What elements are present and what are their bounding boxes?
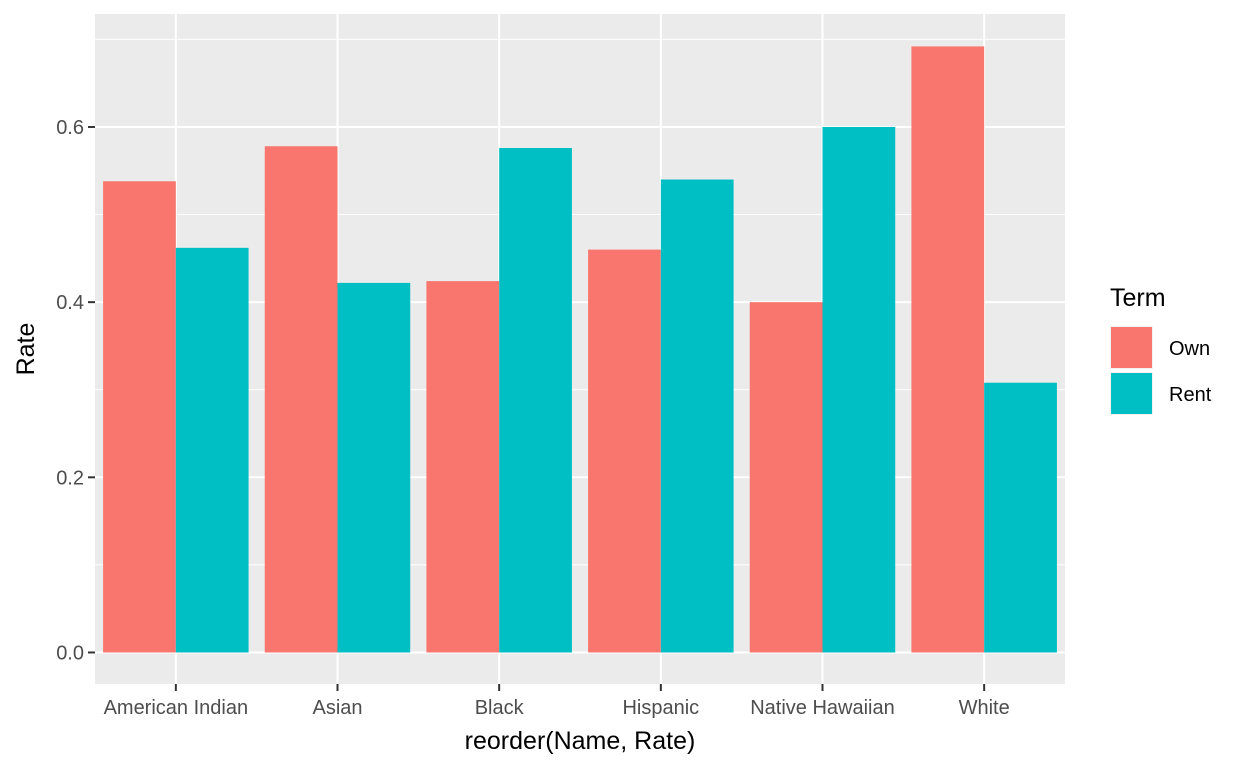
x-tick-label: Hispanic (622, 697, 699, 719)
legend-title: Term (1110, 284, 1166, 312)
y-axis-title: Rate (12, 323, 40, 376)
x-tick-label: Native Hawaiian (750, 697, 895, 719)
bars (103, 46, 1057, 653)
legend-label-own: Own (1169, 338, 1210, 360)
x-tick-label: Black (475, 697, 525, 719)
minor-gridlines (95, 38, 1065, 566)
y-tick-label: 0.0 (56, 642, 84, 664)
legend: Term Own Rent (1110, 284, 1212, 415)
x-axis: American Indian Asian Black Hispanic Native … (104, 684, 1010, 719)
plot-panel (95, 14, 1065, 684)
bar-own (264, 146, 338, 653)
bar-own (426, 281, 500, 653)
bar-rent (984, 382, 1057, 653)
x-tick-label: American Indian (104, 697, 249, 719)
bar-rent (660, 179, 734, 653)
bar-rent (337, 282, 411, 653)
y-axis: 0.0 0.2 0.4 0.6 (56, 117, 95, 664)
x-axis-title: reorder(Name, Rate) (465, 727, 696, 755)
bar-rent (499, 148, 572, 653)
bar-own (588, 249, 661, 653)
bar-own (103, 181, 176, 653)
legend-swatch-rent (1111, 373, 1152, 414)
bar-own (911, 46, 985, 653)
y-tick-label: 0.4 (56, 292, 84, 314)
x-tick-label: White (959, 697, 1010, 719)
bar-rent (822, 126, 896, 653)
y-tick-label: 0.2 (56, 467, 84, 489)
x-tick-label: Asian (312, 697, 362, 719)
bar-own (749, 302, 823, 653)
bar-rent (175, 247, 249, 653)
legend-swatch-own (1111, 327, 1152, 368)
legend-label-rent: Rent (1169, 384, 1212, 406)
y-tick-label: 0.6 (56, 117, 84, 139)
